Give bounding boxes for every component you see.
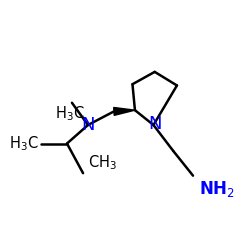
- Text: N: N: [81, 116, 95, 134]
- Text: CH$_3$: CH$_3$: [88, 153, 117, 172]
- Text: N: N: [148, 115, 162, 133]
- Text: H$_3$C: H$_3$C: [55, 104, 84, 123]
- Polygon shape: [114, 108, 135, 115]
- Text: NH$_2$: NH$_2$: [199, 179, 235, 199]
- Text: H$_3$C: H$_3$C: [9, 134, 38, 153]
